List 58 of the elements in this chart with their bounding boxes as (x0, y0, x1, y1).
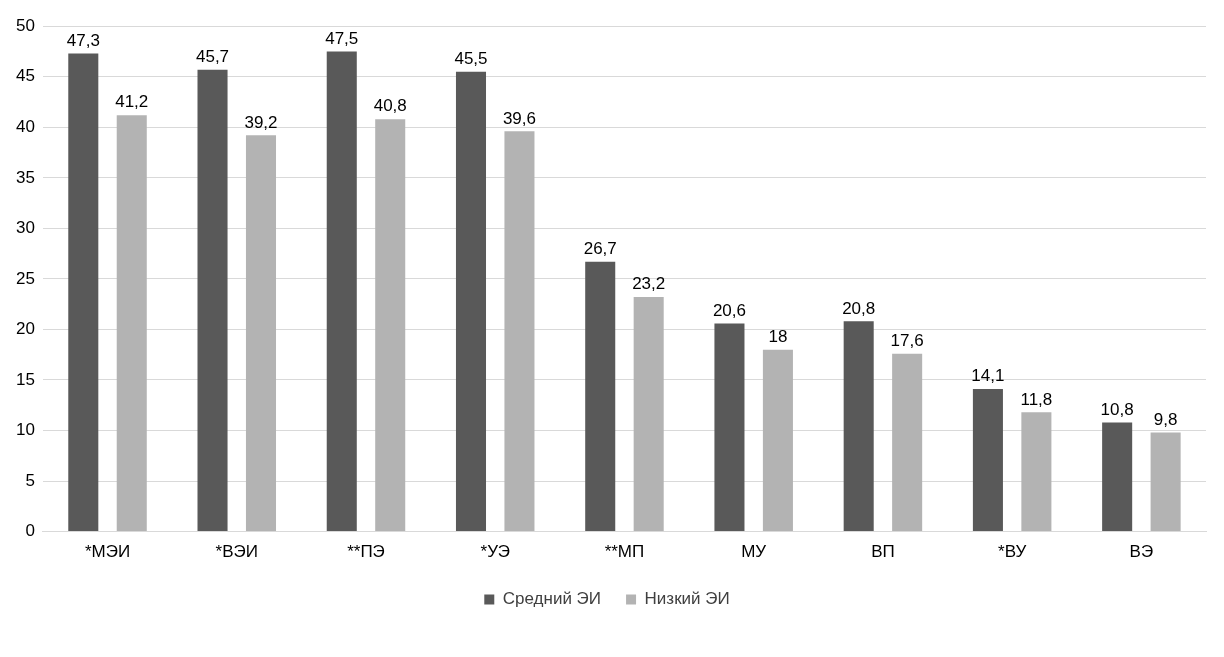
y-tick-label: 30 (15, 218, 35, 238)
bar (892, 353, 923, 532)
y-tick-label: 40 (15, 116, 35, 136)
data-label: 17,6 (890, 330, 924, 350)
data-label: 14,1 (971, 366, 1005, 386)
y-tick-label: 25 (15, 268, 35, 288)
data-label: 40,8 (373, 96, 407, 116)
x-tick-label: МУ (741, 542, 767, 562)
y-tick-label: 45 (15, 66, 35, 86)
bar (762, 349, 793, 532)
legend-label: Средний ЭИ (502, 589, 602, 609)
legend-label: Низкий ЭИ (644, 589, 730, 609)
y-tick-label: 15 (15, 369, 35, 389)
data-label: 11,8 (1020, 389, 1053, 409)
x-tick-label: *ВУ (998, 542, 1027, 562)
bar (455, 71, 487, 532)
data-label: 26,7 (583, 238, 617, 258)
bar (504, 131, 535, 532)
y-tick-label: 10 (15, 420, 35, 440)
data-label: 41,2 (115, 92, 149, 112)
x-tick-label: **ПЭ (347, 542, 385, 562)
data-label: 20,6 (712, 300, 746, 320)
data-label: 23,2 (632, 274, 666, 294)
y-tick-label: 35 (15, 167, 35, 187)
x-tick-label: *ВЭИ (215, 542, 258, 562)
x-tick-label: *МЭИ (84, 542, 131, 562)
bar (1021, 412, 1052, 532)
data-label: 47,3 (66, 30, 100, 50)
data-label: 47,5 (325, 28, 359, 48)
data-label: 18 (768, 326, 788, 346)
bar (245, 135, 277, 532)
bar (585, 261, 616, 532)
bar (843, 321, 874, 532)
y-tick-label: 20 (15, 319, 35, 339)
bar (326, 51, 357, 532)
x-tick-label: ВЭ (1129, 542, 1154, 562)
data-label: 20,8 (842, 298, 876, 318)
bar (68, 53, 99, 532)
y-tick-label: 5 (25, 470, 35, 490)
x-tick-label: *УЭ (480, 542, 510, 562)
y-tick-label: 0 (25, 521, 35, 541)
x-tick-label: ВП (871, 542, 895, 562)
data-label: 45,7 (195, 46, 230, 66)
bar (1102, 422, 1133, 532)
bar (375, 119, 406, 532)
data-label: 39,6 (502, 108, 536, 128)
data-label: 39,2 (244, 112, 278, 132)
bar (972, 389, 1003, 532)
bar (633, 297, 664, 532)
bar (197, 69, 228, 532)
x-tick-label: **МП (604, 542, 645, 562)
data-label: 45,5 (454, 48, 488, 68)
bar (714, 323, 745, 532)
data-label: 9,8 (1153, 409, 1178, 429)
bar (1150, 432, 1181, 532)
bar (116, 115, 147, 532)
data-label: 10,8 (1100, 399, 1134, 419)
y-tick-label: 50 (15, 15, 35, 35)
